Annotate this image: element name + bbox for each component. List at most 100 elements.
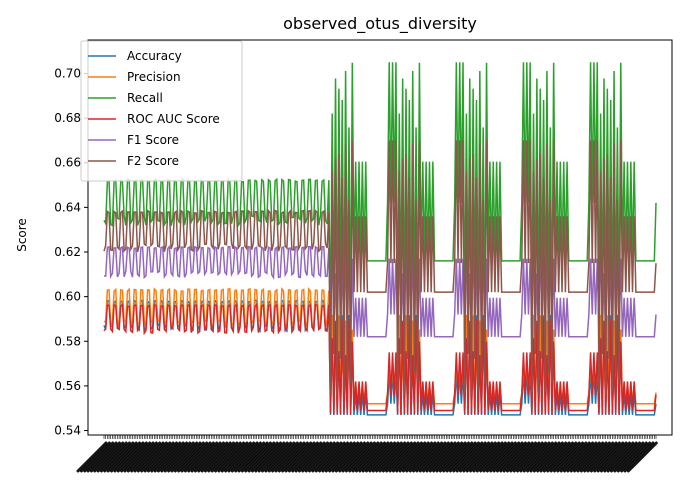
x-tick-label — [314, 441, 346, 473]
x-tick-label — [469, 441, 501, 473]
x-tick-label — [401, 441, 433, 473]
x-tick-label — [344, 441, 376, 473]
x-tick-label — [589, 441, 621, 473]
x-tick-label — [522, 441, 554, 473]
x-tick-label — [197, 441, 229, 473]
x-tick-label — [620, 441, 652, 473]
x-tick-label — [297, 441, 329, 473]
x-tick-label — [425, 441, 457, 473]
x-tick-label — [405, 441, 437, 473]
x-tick-label — [99, 441, 131, 473]
x-tick-label — [277, 441, 309, 473]
x-tick-label — [358, 441, 390, 473]
x-tick-label — [482, 441, 514, 473]
x-tick-label — [495, 441, 527, 473]
x-tick-label — [569, 441, 601, 473]
x-tick-label — [556, 441, 588, 473]
x-tick-label — [462, 441, 494, 473]
x-tick-label — [529, 441, 561, 473]
legend-box — [80, 40, 243, 182]
x-tick-label — [130, 441, 162, 473]
x-tick-label — [613, 441, 645, 473]
legend-label: ROC AUC Score — [127, 112, 220, 126]
x-tick-label — [187, 441, 219, 473]
legend-label: Accuracy — [127, 49, 182, 63]
x-tick-label — [445, 441, 477, 473]
x-tick-label — [388, 441, 420, 473]
x-tick-label — [247, 441, 279, 473]
x-tick-label — [348, 441, 380, 473]
x-tick-label — [586, 441, 618, 473]
x-tick-label — [368, 441, 400, 473]
x-tick-label — [150, 441, 182, 473]
x-tick-label — [606, 441, 638, 473]
x-tick-label — [435, 441, 467, 473]
x-tick-label — [103, 441, 135, 473]
x-tick-label — [76, 441, 108, 473]
x-tick-label — [563, 441, 595, 473]
x-tick-label — [261, 441, 293, 473]
x-tick-label — [566, 441, 598, 473]
x-tick-label — [86, 441, 118, 473]
x-tick-label — [230, 441, 262, 473]
x-tick-label — [177, 441, 209, 473]
x-tick-label — [96, 441, 128, 473]
y-tick-label: 0.70 — [54, 66, 81, 80]
y-tick-label: 0.68 — [54, 111, 81, 125]
x-tick-label — [539, 441, 571, 473]
x-tick-label — [583, 441, 615, 473]
x-tick-label — [472, 441, 504, 473]
x-tick-label — [308, 441, 340, 473]
x-tick-label — [526, 441, 558, 473]
x-tick-label — [244, 441, 276, 473]
legend-label: Precision — [127, 70, 181, 84]
x-tick-label — [603, 441, 635, 473]
x-tick-label — [475, 441, 507, 473]
x-tick-label — [391, 441, 423, 473]
x-tick-label — [355, 441, 387, 473]
x-tick-label — [311, 441, 343, 473]
x-tick-label — [123, 441, 155, 473]
legend-label: Recall — [127, 91, 163, 105]
x-tick-label — [321, 441, 353, 473]
x-tick-label — [549, 441, 581, 473]
y-tick-label: 0.60 — [54, 290, 81, 304]
x-tick-label — [294, 441, 326, 473]
x-tick-label — [110, 441, 142, 473]
x-tick-label — [338, 441, 370, 473]
x-tick-label — [210, 441, 242, 473]
x-tick-label — [351, 441, 383, 473]
x-tick-label — [167, 441, 199, 473]
x-tick-label — [224, 441, 256, 473]
x-tick-label — [126, 441, 158, 473]
x-tick-label — [284, 441, 316, 473]
x-tick-label — [234, 441, 266, 473]
x-tick-label — [334, 441, 366, 473]
x-tick-label — [160, 441, 192, 473]
x-tick-label — [143, 441, 175, 473]
x-tick-label — [365, 441, 397, 473]
x-tick-label — [509, 441, 541, 473]
series-line-precision — [103, 286, 657, 405]
x-tick-label — [428, 441, 460, 473]
x-tick-label — [536, 441, 568, 473]
x-tick-label — [89, 441, 121, 473]
x-tick-label — [519, 441, 551, 473]
x-tick-label — [593, 441, 625, 473]
x-tick-label — [552, 441, 584, 473]
x-tick-label — [281, 441, 313, 473]
x-tick-label — [455, 441, 487, 473]
x-tick-label — [140, 441, 172, 473]
x-tick-label — [442, 441, 474, 473]
x-tick-label — [502, 441, 534, 473]
x-tick-label — [207, 441, 239, 473]
x-tick-label — [93, 441, 125, 473]
x-tick-label — [200, 441, 232, 473]
x-tick-label — [250, 441, 282, 473]
x-tick-label — [412, 441, 444, 473]
x-tick-label — [146, 441, 178, 473]
x-tick-label — [274, 441, 306, 473]
plot-frame — [87, 39, 673, 436]
x-tick-label — [220, 441, 252, 473]
chart-title: observed_otus_diversity — [283, 14, 477, 34]
